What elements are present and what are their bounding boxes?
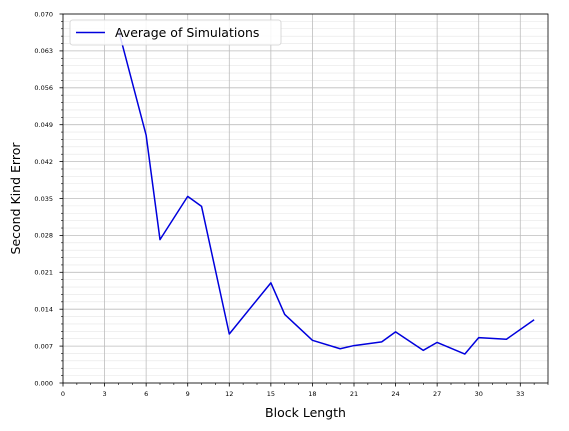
y-axis: 0.000 0.007 0.014 0.021 0.028 0.035 0.042 0.049… xyxy=(34,10,63,387)
x-tick-label: 12 xyxy=(225,390,233,398)
y-tick-label: 0.021 xyxy=(34,269,53,277)
y-tick-label: 0.035 xyxy=(34,195,53,203)
x-tick-label: 18 xyxy=(308,390,316,398)
x-tick-label: 6 xyxy=(144,390,148,398)
y-tick-label: 0.042 xyxy=(34,158,53,166)
y-tick-label: 0.063 xyxy=(34,47,53,55)
legend-label: Average of Simulations xyxy=(115,25,259,40)
y-tick-label: 0.049 xyxy=(34,121,53,129)
x-tick-label: 24 xyxy=(391,390,399,398)
x-tick-label: 27 xyxy=(433,390,441,398)
x-tick-label: 9 xyxy=(186,390,190,398)
x-axis-label: Block Length xyxy=(265,405,346,420)
minor-grid xyxy=(63,21,548,376)
legend-box xyxy=(69,19,282,46)
y-tick-label: 0.000 xyxy=(34,379,53,387)
x-tick-label: 21 xyxy=(350,390,358,398)
y-tick-label: 0.007 xyxy=(34,342,53,350)
legend: Average of Simulations xyxy=(69,19,282,46)
x-tick-label: 33 xyxy=(516,390,524,398)
x-tick-label: 30 xyxy=(475,390,483,398)
y-axis-label: Second Kind Error xyxy=(8,142,23,255)
series-line-average-of-simulations xyxy=(117,29,535,355)
x-tick-label: 3 xyxy=(103,390,107,398)
y-tick-label: 0.056 xyxy=(34,84,53,92)
y-tick-label: 0.014 xyxy=(34,306,53,314)
y-tick-label: 0.028 xyxy=(34,232,53,240)
x-tick-label: 15 xyxy=(267,390,275,398)
y-tick-label: 0.070 xyxy=(34,10,53,18)
x-tick-label: 0 xyxy=(61,390,65,398)
x-axis: 0 3 6 9 12 15 18 21 24 27 30 33 xyxy=(61,383,549,398)
